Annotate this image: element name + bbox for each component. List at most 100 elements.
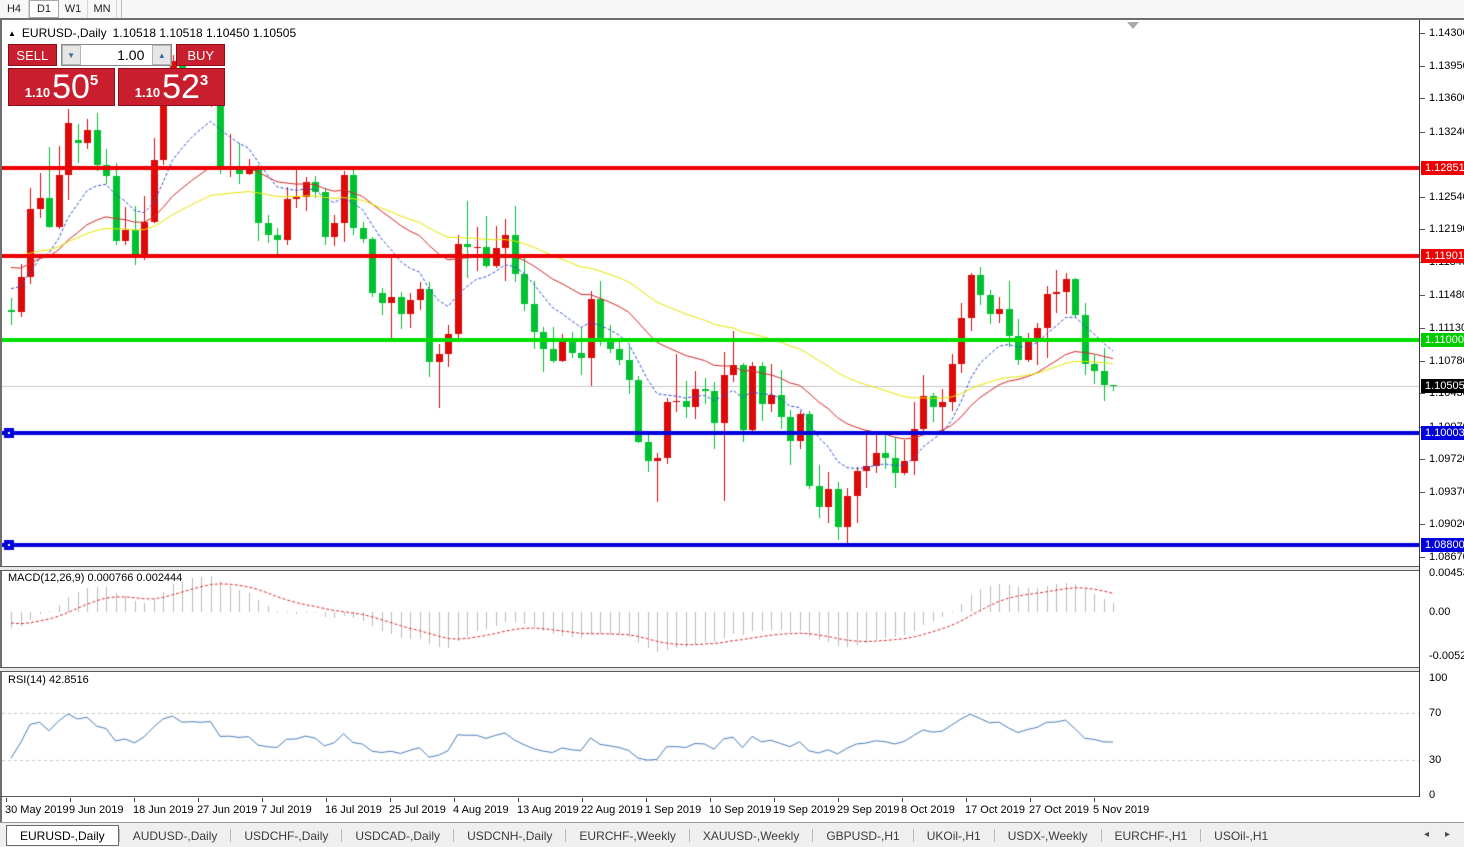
price-axis[interactable]: 1.14300 1.13950 1.13600 1.13240 1.12540 1.121… [1419,20,1464,801]
timeframe-button-d1[interactable]: D1 [29,0,59,18]
price-tick-label: 1.13240 [1429,126,1464,138]
collapse-panel-icon[interactable]: ▲ [8,28,16,38]
symbol-tab-usdcnhdaily[interactable]: USDCNH-,Daily [467,828,553,843]
date-tick-label: 10 Sep 2019 [709,804,772,816]
tab-separator [453,829,455,842]
price-tick [1420,295,1425,296]
price-tick [1420,98,1425,99]
pane-divider [0,796,1464,797]
price-tick [1420,492,1425,493]
symbol-tab-usdchfdaily[interactable]: USDCHF-,Daily [244,828,329,843]
date-tick-label: 17 Oct 2019 [965,804,1025,816]
date-tick [774,798,775,802]
sell-button[interactable]: SELL [8,44,57,66]
date-tick-label: 19 Sep 2019 [773,804,836,816]
date-tick-label: 7 Jul 2019 [261,804,312,816]
date-tick-label: 27 Jun 2019 [197,804,258,816]
symbol-tab-eurchfweekly[interactable]: EURCHF-,Weekly [579,828,676,843]
tab-separator [118,829,120,842]
price-tick-label: 1.12540 [1429,191,1464,203]
timeframe-button-h4[interactable]: H4 [0,0,29,18]
date-tick [902,798,903,802]
tab-separator [993,829,995,842]
main-chart-pane[interactable] [2,20,1419,566]
macd-pane[interactable] [2,569,1419,667]
date-tick [1030,798,1031,802]
price-badge: 1.10003 [1421,426,1464,440]
chart-ohlc-values: 1.10518 1.10518 1.10450 1.10505 [112,26,297,40]
symbol-tab-eurusddaily[interactable]: EURUSD-,Daily [6,825,119,846]
price-tick-label: 1.11480 [1429,289,1464,301]
date-tick [70,798,71,802]
tab-separator [812,829,814,842]
date-tick [134,798,135,802]
timeframe-button-mn[interactable]: MN [88,0,117,18]
price-tick [1420,66,1425,67]
chart-symbol-title: EURUSD-,Daily [21,26,107,40]
tab-separator [1100,829,1102,842]
buy-button[interactable]: BUY [176,44,225,66]
timeframe-toolbar: H4 D1 W1 MN [0,0,1464,19]
price-tick [1420,132,1425,133]
rsi-axis-label: 0 [1429,789,1436,801]
date-tick-label: 9 Jun 2019 [69,804,124,816]
buy-price-big: 52 [162,68,200,106]
date-tick [390,798,391,802]
date-tick-label: 4 Aug 2019 [453,804,509,816]
date-tick-label: 29 Sep 2019 [837,804,900,816]
tab-separator [912,829,914,842]
tab-separator [565,829,567,842]
price-badge: 1.08800 [1421,538,1464,552]
date-axis[interactable]: 30 May 2019 9 Jun 2019 18 Jun 2019 27 Jun 2… [2,798,1419,820]
price-badge: 1.10505 [1421,379,1464,393]
rsi-indicator-label: RSI(14) 42.8516 [8,674,89,686]
symbol-tab-usoilh1[interactable]: USOil-,H1 [1214,828,1269,843]
volume-decrease-icon[interactable]: ▼ [61,45,81,65]
symbol-tab-xauusdweekly[interactable]: XAUUSD-,Weekly [702,828,800,843]
macd-axis-label: -0.005205 [1429,650,1464,662]
chart-shift-marker-icon[interactable] [1127,22,1139,29]
rsi-pane[interactable] [2,670,1419,797]
macd-canvas[interactable] [2,569,1419,667]
date-tick-label: 8 Oct 2019 [901,804,955,816]
price-tick-label: 1.12190 [1429,223,1464,235]
sell-price-pip: 5 [89,72,99,89]
sell-price-big: 50 [52,68,90,106]
timeframe-button-w1[interactable]: W1 [59,0,88,18]
one-click-trade-panel: SELL ▼ 1.00 ▲ BUY 1.10 50 5 1.10 52 3 [8,44,225,106]
tab-separator [230,829,232,842]
sell-price-button[interactable]: 1.10 50 5 [8,68,115,106]
volume-increase-icon[interactable]: ▲ [152,45,172,65]
symbol-tab-audusddaily[interactable]: AUDUSD-,Daily [132,828,218,843]
symbol-tab-usdcaddaily[interactable]: USDCAD-,Daily [355,828,441,843]
date-tick-label: 16 Jul 2019 [325,804,382,816]
symbol-tab-gbpusdh1[interactable]: GBPUSD-,H1 [826,828,900,843]
symbol-tab-usdxweekly[interactable]: USDX-,Weekly [1007,828,1088,843]
chart-header: ▲ EURUSD-,Daily 1.10518 1.10518 1.10450 … [8,26,296,40]
price-badge: 1.12851 [1421,161,1464,175]
pane-divider[interactable] [0,667,1464,672]
date-tick [582,798,583,802]
macd-indicator-label: MACD(12,26,9) 0.000766 0.002444 [8,572,183,584]
candlestick-chart-canvas[interactable] [2,20,1419,566]
tab-scroll-controls: ◂ ▸ [1424,829,1450,840]
pane-divider[interactable] [0,566,1464,571]
rsi-canvas[interactable] [2,670,1419,797]
tab-scroll-right-icon[interactable]: ▸ [1444,829,1450,840]
tab-separator [1200,829,1202,842]
symbol-tab-ukoilh1[interactable]: UKOil-,H1 [926,828,981,843]
buy-price-button[interactable]: 1.10 52 3 [118,68,225,106]
rsi-axis-label: 30 [1429,754,1442,766]
price-tick [1420,557,1425,558]
tab-separator [341,829,343,842]
symbol-tab-eurchfh1[interactable]: EURCHF-,H1 [1114,828,1188,843]
date-tick [518,798,519,802]
date-tick [198,798,199,802]
macd-axis-label: 0.004536 [1429,567,1464,579]
volume-input[interactable]: 1.00 [80,45,153,65]
price-tick-label: 1.11130 [1429,322,1464,334]
tab-scroll-left-icon[interactable]: ◂ [1423,829,1429,840]
date-tick-label: 5 Nov 2019 [1093,804,1150,816]
